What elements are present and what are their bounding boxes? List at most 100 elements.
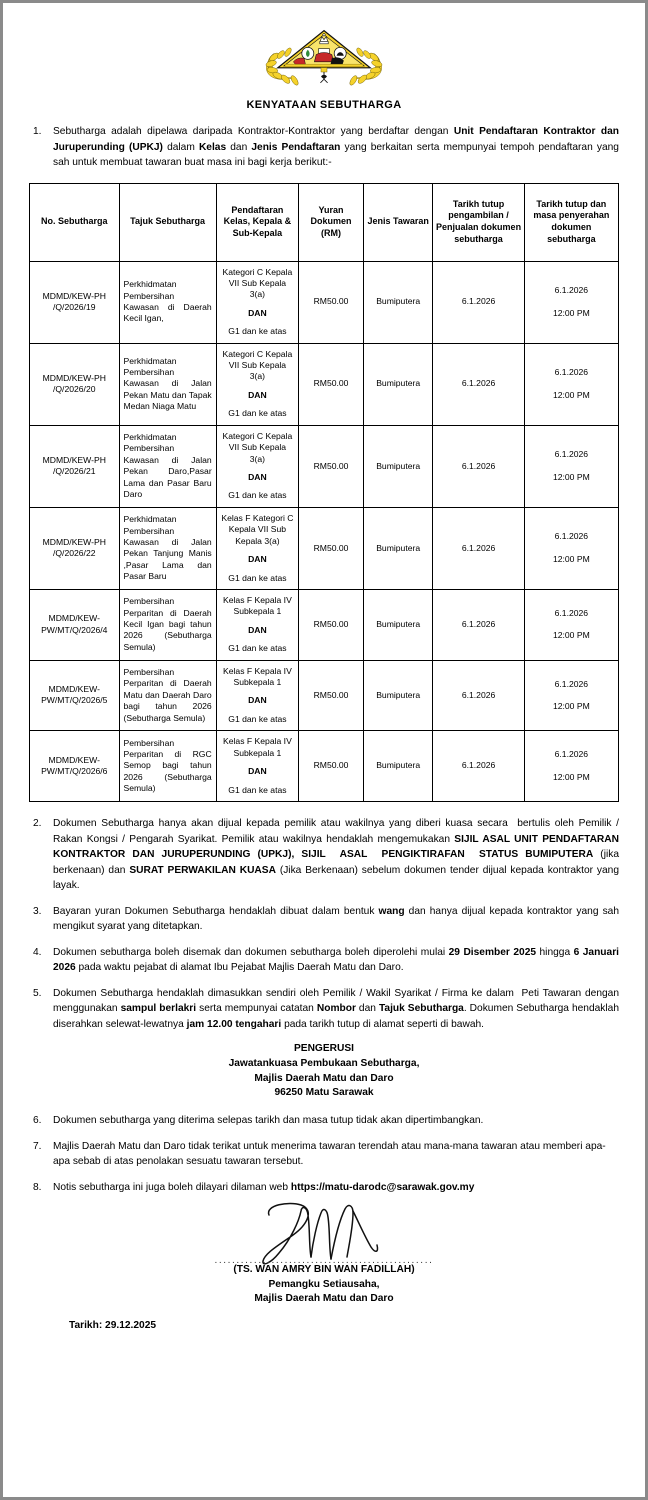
cell-yuran: RM50.00 [298, 659, 364, 732]
clause-number: 3. [33, 905, 42, 917]
serah-tarikh: 6.1.2026 [554, 678, 589, 689]
handwritten-signature-icon [262, 1202, 379, 1265]
cell-no: MDMD/KEW-PH /Q/2026/20 [29, 342, 120, 426]
cell-pendaftaran: Kelas F Kepala IV Subkepala 1 DAN G1 dan k… [215, 588, 300, 661]
clause-text: Majlis Daerah Matu dan Daro tidak terika… [53, 1140, 606, 1168]
table-row: MDMD/KEW-PH /Q/2026/20 Perkhidmatan Pembe… [29, 342, 620, 426]
pendaftaran-kelas: Kelas F Kepala IV Subkepala 1 [223, 594, 292, 617]
cell-tarikh-tutup: 6.1.2026 [432, 659, 525, 732]
table-row: MDMD/KEW-PH /Q/2026/19 Perkhidmatan Pembe… [29, 260, 620, 344]
pendaftaran-gred: G1 dan ke atas [228, 490, 287, 501]
pendaftaran-dan: DAN [248, 471, 267, 482]
cell-no: MDMD/KEW-PW/MT/Q/2026/6 [29, 730, 120, 802]
signatory-name: (TS. WAN AMRY BIN WAN FADILLAH) [233, 1264, 415, 1276]
cell-tarikh-masa-serah: 6.1.2026 12:00 PM [523, 424, 620, 508]
pendaftaran-kelas: Kelas F Kepala IV Subkepala 1 [223, 665, 292, 688]
serah-masa: 12:00 PM [552, 307, 590, 318]
cell-tarikh-tutup: 6.1.2026 [432, 588, 525, 661]
clause-text: Sebutharga adalah dipelawa daripada Kont… [53, 126, 620, 168]
clause-number: 4. [33, 946, 42, 958]
cell-tajuk: Perkhidmatan Pembersihan Kawasan di Jala… [118, 506, 217, 590]
clause-number: 7. [33, 1140, 42, 1152]
cell-jenis: Bumiputera [362, 342, 434, 426]
cell-jenis: Bumiputera [362, 424, 434, 508]
address-line-4: 96250 Matu Sarawak [274, 1087, 374, 1099]
cell-pendaftaran: Kategori C Kepala VII Sub Kepala 3(a) DAN… [215, 342, 300, 426]
clause-text: Dokumen sebutharga boleh disemak dan dok… [53, 946, 619, 974]
pendaftaran-dan: DAN [248, 307, 267, 318]
cell-tarikh-tutup: 6.1.2026 [432, 342, 525, 426]
document-date: Tarikh: 29.12.2025 [69, 1320, 157, 1332]
pendaftaran-dan: DAN [248, 389, 267, 400]
col-header-tajuk: Tajuk Sebutharga [118, 182, 217, 262]
coat-of-arms-icon [265, 29, 383, 86]
col-header-yuran: Yuran Dokumen (RM) [298, 182, 364, 262]
cell-yuran: RM50.00 [298, 342, 364, 426]
col-header-no: No. Sebutharga [29, 182, 120, 262]
clause-8: 8. Notis sebutharga ini juga boleh dilay… [29, 1180, 619, 1196]
address-line-3: Majlis Daerah Matu dan Daro [254, 1072, 394, 1084]
pendaftaran-dan: DAN [248, 624, 267, 635]
address-line-2: Jawatankuasa Pembukaan Sebutharga, [228, 1057, 420, 1069]
pendaftaran-gred: G1 dan ke atas [228, 326, 287, 337]
clause-6: 6. Dokumen sebutharga yang diterima sele… [29, 1113, 619, 1129]
clause-5: 5. Dokumen Sebutharga hendaklah dimasukk… [29, 986, 619, 1033]
crest-container [29, 27, 619, 89]
serah-masa: 12:00 PM [552, 471, 590, 482]
cell-no: MDMD/KEW-PH /Q/2026/19 [29, 260, 120, 344]
serah-tarikh: 6.1.2026 [554, 367, 589, 378]
clause-2: 2. Dokumen Sebutharga hanya akan dijual … [29, 816, 619, 894]
clause-4: 4. Dokumen sebutharga boleh disemak dan … [29, 945, 619, 976]
pendaftaran-gred: G1 dan ke atas [228, 784, 287, 795]
cell-tajuk: Perkhidmatan Pembersihan Kawasan di Daer… [118, 260, 217, 344]
clause-text: Dokumen Sebutharga hanya akan dijual kep… [53, 818, 619, 891]
clause-3: 3. Bayaran yuran Dokumen Sebutharga hend… [29, 904, 619, 935]
cell-tajuk: Pembersihan Perparitan di Daerah Kecil I… [118, 588, 217, 661]
table-row: MDMD/KEW-PH /Q/2026/22 Perkhidmatan Pembe… [29, 506, 620, 590]
cell-tarikh-masa-serah: 6.1.2026 12:00 PM [523, 588, 620, 661]
signatory-organisation: Majlis Daerah Matu dan Daro [254, 1293, 394, 1305]
cell-tarikh-masa-serah: 6.1.2026 12:00 PM [523, 730, 620, 802]
cell-yuran: RM50.00 [298, 506, 364, 590]
cell-tarikh-tutup: 6.1.2026 [432, 506, 525, 590]
serah-masa: 12:00 PM [552, 389, 590, 400]
pendaftaran-dan: DAN [248, 554, 267, 565]
pendaftaran-kelas: Kategori C Kepala VII Sub Kepala 3(a) [222, 266, 293, 300]
table-row: MDMD/KEW-PW/MT/Q/2026/5 Pembersihan Perpa… [29, 659, 620, 732]
cell-tajuk: Pembersihan Perparitan di Daerah Matu da… [118, 659, 217, 732]
cell-tarikh-tutup: 6.1.2026 [432, 260, 525, 344]
signatory-position: Pemangku Setiausaha, [268, 1278, 380, 1290]
clause-1: 1. Sebutharga adalah dipelawa daripada K… [29, 124, 619, 171]
clause-text: Bayaran yuran Dokumen Sebutharga hendakl… [53, 905, 619, 933]
serah-masa: 12:00 PM [552, 700, 590, 711]
cell-tajuk: Pembersihan Perparitan di RGC Semop bagi… [118, 730, 217, 802]
pendaftaran-gred: G1 dan ke atas [228, 572, 287, 583]
cell-no: MDMD/KEW-PH /Q/2026/21 [29, 424, 120, 508]
cell-tarikh-masa-serah: 6.1.2026 12:00 PM [523, 260, 620, 344]
signature-block: ........................................… [29, 1202, 619, 1310]
table-row: MDMD/KEW-PW/MT/Q/2026/6 Pembersihan Perpa… [29, 730, 620, 802]
pengerusi-address-block: PENGERUSI Jawatankuasa Pembukaan Sebutha… [29, 1042, 619, 1101]
cell-yuran: RM50.00 [298, 730, 364, 802]
col-header-tarikh-serah: Tarikh tutup dan masa penyerahan dokumen… [523, 182, 620, 262]
address-line-1: PENGERUSI [293, 1043, 354, 1054]
cell-jenis: Bumiputera [362, 588, 434, 661]
col-header-jenis: Jenis Tawaran [362, 182, 434, 262]
cell-tarikh-masa-serah: 6.1.2026 12:00 PM [523, 659, 620, 732]
pendaftaran-gred: G1 dan ke atas [228, 643, 287, 654]
cell-pendaftaran: Kelas F Kepala IV Subkepala 1 DAN G1 dan k… [215, 730, 300, 802]
clause-number: 1. [33, 126, 42, 137]
clause-number: 2. [33, 818, 42, 829]
sebutharga-table: No. Sebutharga Tajuk Sebutharga Pendafta… [29, 182, 620, 803]
cell-no: MDMD/KEW-PW/MT/Q/2026/4 [29, 588, 120, 661]
page-title: KENYATAAN SEBUTHARGA [246, 99, 402, 111]
cell-jenis: Bumiputera [362, 730, 434, 802]
pendaftaran-kelas: Kategori C Kepala VII Sub Kepala 3(a) [222, 348, 293, 382]
pendaftaran-gred: G1 dan ke atas [228, 713, 287, 724]
signature-dotted-line: ........................................… [214, 1255, 434, 1267]
clause-text: Notis sebutharga ini juga boleh dilayari… [53, 1181, 475, 1193]
pendaftaran-kelas: Kelas F Kepala IV Subkepala 1 [223, 736, 292, 758]
serah-tarikh: 6.1.2026 [554, 449, 589, 460]
table-header-row: No. Sebutharga Tajuk Sebutharga Pendafta… [29, 182, 620, 262]
